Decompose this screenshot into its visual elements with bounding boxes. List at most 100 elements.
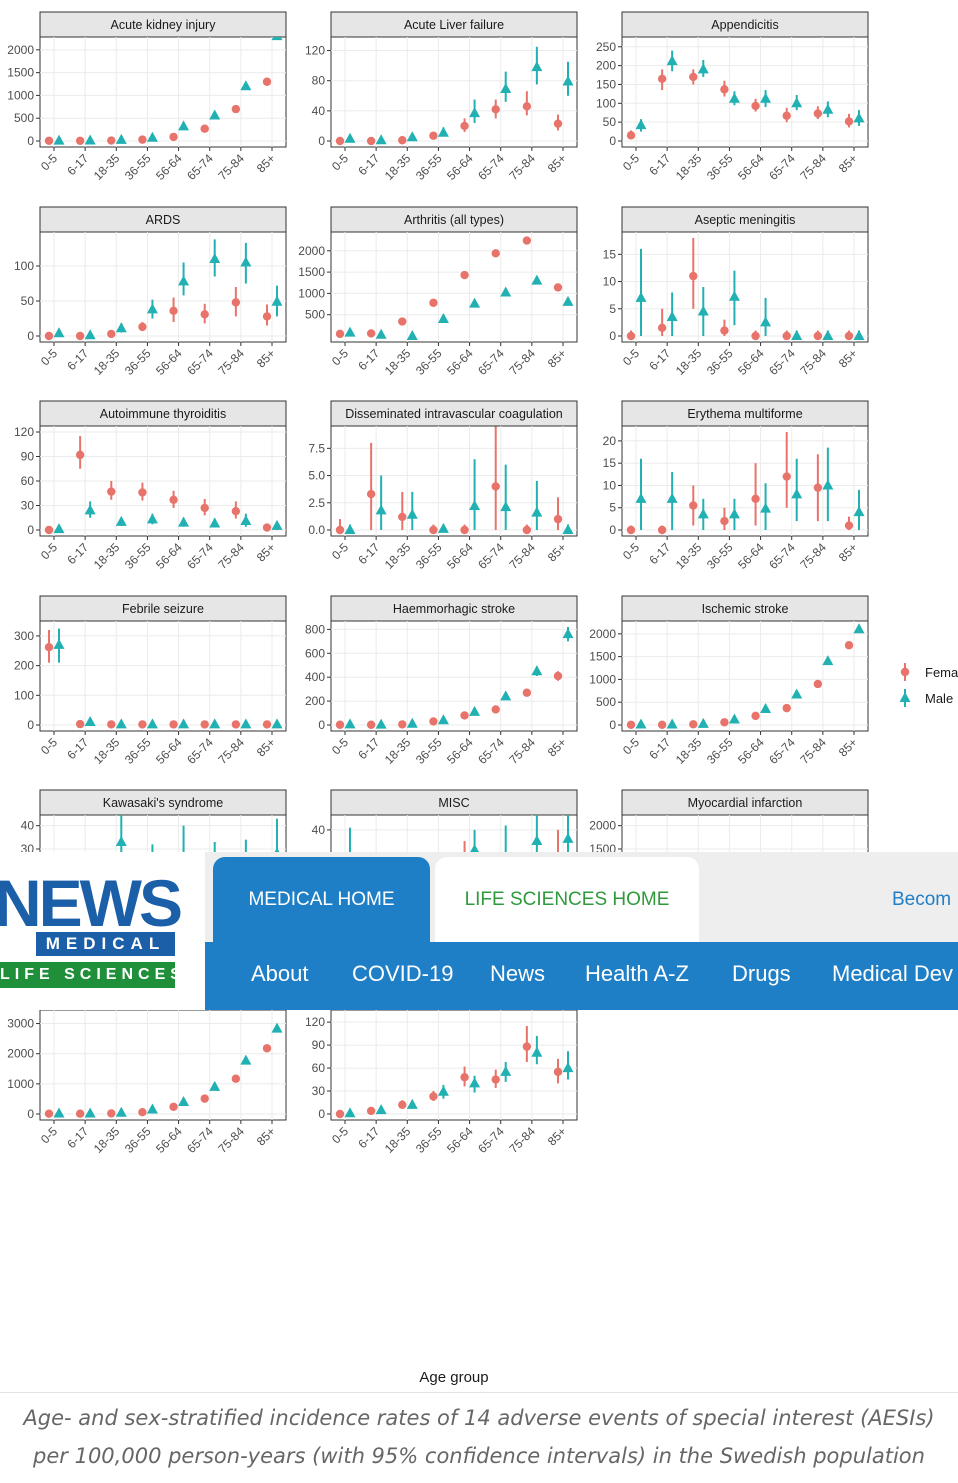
female-point: [201, 504, 209, 512]
x-tick-label: 65-74: [766, 735, 798, 767]
x-tick-label: 6-17: [355, 1124, 382, 1151]
female-point: [627, 332, 635, 340]
x-tick-label: 6-17: [64, 346, 91, 373]
x-tick-label: 56-64: [153, 1124, 185, 1156]
y-tick-label: 0.0: [308, 523, 325, 537]
female-point: [689, 272, 697, 280]
y-tick-label: 2000: [589, 819, 616, 833]
female-point: [45, 1109, 53, 1117]
female-point: [45, 137, 53, 145]
y-tick-label: 0: [27, 134, 34, 148]
plot-area: [622, 621, 868, 731]
tab-life-sciences-home[interactable]: LIFE SCIENCES HOME: [435, 857, 699, 942]
female-point: [367, 721, 375, 729]
panel-stroke: Stroke01000200030000-56-1718-3536-5556-6…: [7, 985, 286, 1156]
plot-area: [622, 37, 868, 147]
x-tick-label: 75-84: [506, 151, 538, 183]
legend-label: Male: [925, 691, 953, 706]
become-link[interactable]: Becom: [892, 857, 951, 942]
x-tick-label: 65-74: [475, 151, 507, 183]
tab-medical-home[interactable]: MEDICAL HOME: [213, 857, 430, 942]
x-tick-label: 36-55: [413, 540, 445, 572]
x-tick-label: 0-5: [620, 151, 642, 173]
female-point: [45, 643, 53, 651]
female-point: [107, 136, 115, 144]
x-tick-label: 36-55: [122, 735, 154, 767]
x-tick-label: 75-84: [506, 540, 538, 572]
x-tick-label: 18-35: [382, 151, 414, 183]
female-point: [523, 689, 531, 697]
y-tick-label: 0: [318, 1107, 325, 1121]
y-tick-label: 100: [14, 259, 34, 273]
x-tick-label: 0-5: [38, 735, 60, 757]
x-tick-label: 18-35: [673, 735, 705, 767]
y-tick-label: 60: [312, 1061, 326, 1075]
x-tick-label: 6-17: [646, 346, 673, 373]
nav-item-covid-19[interactable]: COVID-19: [352, 942, 453, 1010]
nav-item-drugs[interactable]: Drugs: [732, 942, 791, 1010]
x-tick-label: 36-55: [704, 540, 736, 572]
y-tick-label: 500: [14, 111, 34, 125]
female-point: [627, 526, 635, 534]
female-point: [336, 721, 344, 729]
y-tick-label: 0: [27, 329, 34, 343]
panel-title: Haemmorhagic stroke: [393, 602, 515, 616]
x-tick-label: 56-64: [444, 346, 476, 378]
female-point: [138, 488, 146, 496]
x-tick-label: 75-84: [215, 346, 247, 378]
x-tick-label: 6-17: [355, 346, 382, 373]
y-tick-label: 300: [14, 629, 34, 643]
y-tick-label: 10: [603, 275, 617, 289]
panel-title: Myocardial infarction: [688, 796, 803, 810]
female-point: [263, 1044, 271, 1052]
female-point: [169, 1103, 177, 1111]
female-point: [845, 521, 853, 529]
figure-caption: Age- and sex-stratified incidence rates …: [0, 1392, 958, 1483]
x-tick-label: 0-5: [38, 1124, 60, 1146]
y-tick-label: 40: [21, 819, 35, 833]
x-tick-label: 75-84: [506, 1124, 538, 1156]
y-tick-label: 500: [305, 308, 325, 322]
female-point: [107, 720, 115, 728]
x-tick-label: 85+: [545, 540, 569, 564]
female-point: [783, 704, 791, 712]
x-tick-label: 36-55: [122, 1124, 154, 1156]
female-point: [429, 717, 437, 725]
panel-title: Aseptic meningitis: [695, 213, 796, 227]
x-tick-label: 75-84: [506, 735, 538, 767]
y-tick-label: 200: [305, 694, 325, 708]
y-tick-label: 250: [596, 40, 616, 54]
x-tick-label: 56-64: [444, 540, 476, 572]
panel-title: Febrile seizure: [122, 602, 204, 616]
x-tick-label: 65-74: [475, 1124, 507, 1156]
nav-item-health-a-z[interactable]: Health A-Z: [585, 942, 689, 1010]
y-tick-label: 0: [27, 1107, 34, 1121]
x-tick-label: 6-17: [646, 540, 673, 567]
plot-area: [331, 621, 577, 731]
nav-item-about[interactable]: About: [251, 942, 309, 1010]
y-tick-label: 0: [318, 718, 325, 732]
nav-item-news[interactable]: News: [490, 942, 545, 1010]
site-logo[interactable]: NEWS MEDICAL LIFE SCIENCES: [0, 852, 205, 1010]
female-point: [367, 490, 375, 498]
x-tick-label: 0-5: [329, 735, 351, 757]
x-tick-label: 18-35: [673, 540, 705, 572]
female-point: [169, 496, 177, 504]
y-tick-label: 100: [596, 96, 616, 110]
x-tick-label: 85+: [545, 735, 569, 759]
female-point: [107, 487, 115, 495]
x-tick-label: 75-84: [797, 151, 829, 183]
y-tick-label: 40: [312, 823, 326, 837]
logo-life-sciences-label: LIFE SCIENCES: [0, 962, 175, 988]
x-tick-label: 85+: [254, 540, 278, 564]
nav-item-medical-devices[interactable]: Medical Dev: [832, 942, 953, 1010]
x-tick-label: 65-74: [766, 346, 798, 378]
x-tick-label: 65-74: [475, 735, 507, 767]
y-tick-label: 40: [312, 104, 326, 118]
x-tick-label: 18-35: [382, 1124, 414, 1156]
female-point: [76, 332, 84, 340]
